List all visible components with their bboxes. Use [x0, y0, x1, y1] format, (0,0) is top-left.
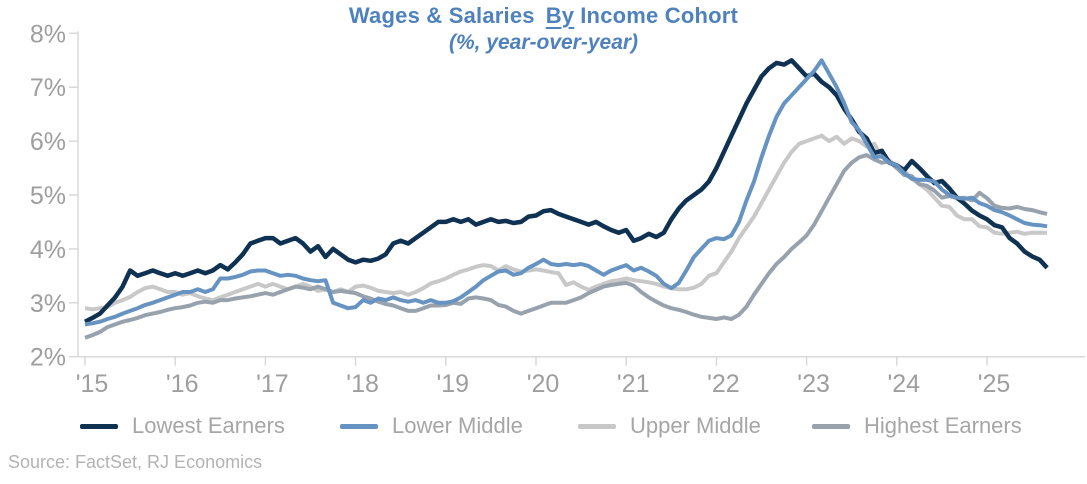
series-line-lower-middle	[84, 58, 1048, 327]
legend-label-lower-middle: Lower Middle	[392, 413, 523, 438]
x-axis-tick-label: '17	[256, 370, 289, 398]
legend-item-highest-earners: Highest Earners	[812, 412, 1022, 440]
y-axis-tick-label: 3%	[30, 290, 66, 318]
y-axis-tick-label: 5%	[30, 182, 66, 210]
x-axis-tick-label: '23	[797, 370, 830, 398]
y-axis-tick-label: 6%	[30, 128, 66, 156]
x-axis-tick-label: '21	[617, 370, 650, 398]
x-axis-tick-label: '19	[437, 370, 470, 398]
y-axis-tick-label: 4%	[30, 236, 66, 264]
x-axis-tick-label: '15	[76, 370, 109, 398]
series-line-highest-earners	[84, 153, 1048, 340]
source-note: Source: FactSet, RJ Economics	[8, 452, 263, 472]
legend-swatch-upper-middle	[578, 423, 616, 429]
legend-label-lowest-earners: Lowest Earners	[132, 413, 285, 438]
y-axis-tick-label: 8%	[30, 20, 66, 48]
x-axis-tick-label: '20	[527, 370, 560, 398]
chart-title-prefix: Wages & Salaries	[348, 3, 535, 28]
legend-item-lower-middle: Lower Middle	[340, 412, 523, 440]
legend-label-highest-earners: Highest Earners	[864, 413, 1022, 438]
chart-title: Wages & Salaries By Income Cohort	[0, 3, 1087, 29]
x-axis-tick-label: '16	[166, 370, 199, 398]
chart-subtitle: (%, year-over-year)	[448, 31, 639, 54]
chart-title-suffix: Income Cohort	[580, 3, 739, 28]
x-axis-tick-label: '22	[707, 370, 740, 398]
legend-label-upper-middle: Upper Middle	[630, 413, 761, 438]
legend-swatch-lowest-earners	[80, 423, 118, 429]
y-axis-tick-label: 7%	[30, 74, 66, 102]
legend-swatch-lower-middle	[340, 423, 378, 429]
x-axis-tick-label: '25	[978, 370, 1011, 398]
x-axis-tick-label: '18	[346, 370, 379, 398]
x-axis-tick-label: '24	[888, 370, 921, 398]
y-axis-tick-label: 2%	[30, 344, 66, 372]
series-line-upper-middle	[84, 133, 1048, 312]
legend-swatch-highest-earners	[812, 423, 850, 429]
legend-item-upper-middle: Upper Middle	[578, 412, 761, 440]
chart-legend: Lowest Earners Lower Middle Upper Middle…	[0, 412, 1087, 440]
chart-title-underlined-word: By	[545, 3, 575, 28]
legend-item-lowest-earners: Lowest Earners	[80, 412, 285, 440]
